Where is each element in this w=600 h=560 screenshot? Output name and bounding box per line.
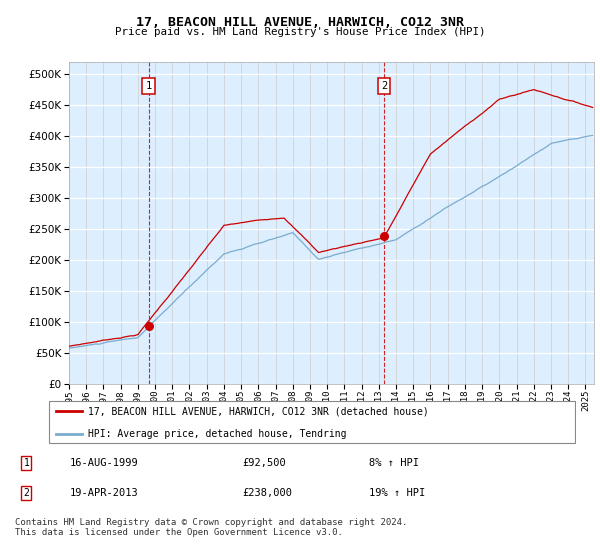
Text: 17, BEACON HILL AVENUE, HARWICH, CO12 3NR: 17, BEACON HILL AVENUE, HARWICH, CO12 3N… [136, 16, 464, 29]
Text: 2: 2 [381, 81, 387, 91]
FancyBboxPatch shape [49, 401, 575, 444]
Text: HPI: Average price, detached house, Tendring: HPI: Average price, detached house, Tend… [88, 429, 346, 439]
Text: £92,500: £92,500 [242, 458, 286, 468]
Text: 2: 2 [23, 488, 29, 498]
Text: £238,000: £238,000 [242, 488, 292, 498]
Text: 16-AUG-1999: 16-AUG-1999 [70, 458, 139, 468]
Text: 17, BEACON HILL AVENUE, HARWICH, CO12 3NR (detached house): 17, BEACON HILL AVENUE, HARWICH, CO12 3N… [88, 406, 428, 416]
Text: Contains HM Land Registry data © Crown copyright and database right 2024.
This d: Contains HM Land Registry data © Crown c… [15, 518, 407, 538]
Text: 19% ↑ HPI: 19% ↑ HPI [369, 488, 425, 498]
Text: 19-APR-2013: 19-APR-2013 [70, 488, 139, 498]
Text: Price paid vs. HM Land Registry's House Price Index (HPI): Price paid vs. HM Land Registry's House … [115, 27, 485, 38]
Text: 1: 1 [145, 81, 152, 91]
Text: 8% ↑ HPI: 8% ↑ HPI [369, 458, 419, 468]
Text: 1: 1 [23, 458, 29, 468]
